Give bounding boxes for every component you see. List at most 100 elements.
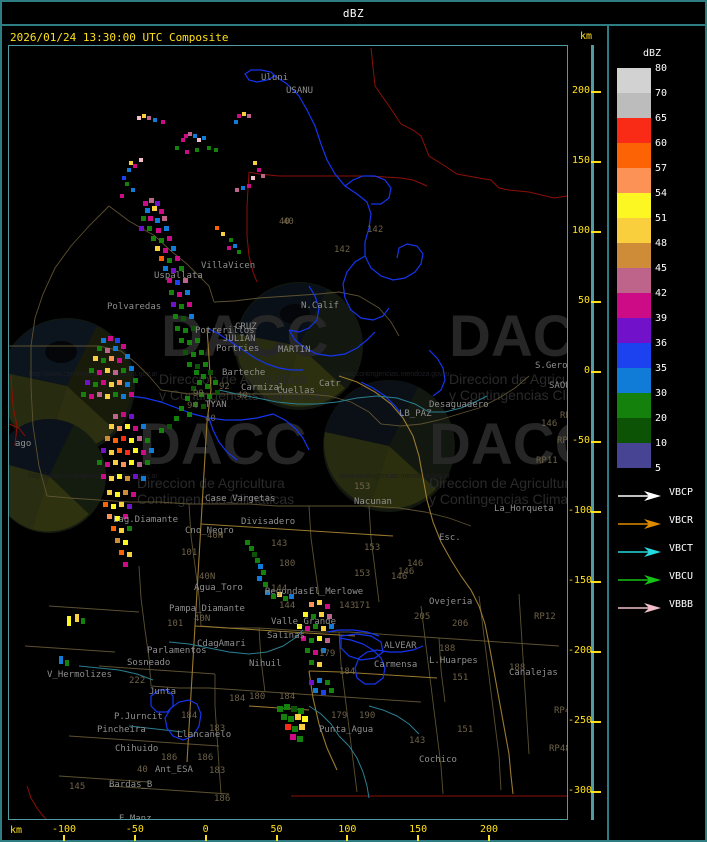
province-border-lines — [9, 47, 567, 819]
city-label: Punta_Agua — [319, 725, 373, 735]
x-axis-tick-label: 150 — [409, 824, 428, 835]
y-axis-tick-mark — [591, 371, 601, 373]
y-axis-tick-mark — [591, 651, 601, 653]
city-label: Uluni — [261, 73, 288, 83]
city-label: JULIAN — [223, 334, 256, 344]
colorbar-label-57: 57 — [655, 163, 668, 174]
colorbar-band-48 — [617, 243, 651, 268]
arrow-icon-VBCR — [618, 519, 661, 529]
colorbar-band-70 — [617, 93, 651, 118]
route-label: 183 — [209, 766, 225, 776]
route-label: 205 — [414, 612, 430, 622]
colorbar-label-36: 36 — [655, 338, 668, 349]
route-label: 143 — [409, 736, 425, 746]
dbz-colorbar[interactable] — [617, 68, 651, 468]
watermark-line2-b: y Contingencias Climaticas — [449, 387, 567, 403]
route-label: 190 — [359, 711, 375, 721]
city-label: N.Calif — [301, 301, 339, 311]
y-axis-tick-mark — [591, 441, 601, 443]
route-label: 153 — [364, 543, 380, 553]
hydrography-lines — [128, 69, 446, 685]
city-label: Portries — [216, 344, 259, 354]
y-axis-tick-mark — [591, 721, 601, 723]
route-label: 179 — [319, 649, 335, 659]
watermark-line2-d: y Contingencias Climaticas — [429, 491, 567, 507]
route-label: 143 — [271, 539, 287, 549]
x-axis-tick-mark — [133, 835, 136, 841]
colorbar-label-20: 20 — [655, 413, 668, 424]
y-axis-tick-label: 200 — [571, 85, 590, 96]
watermark-url-4: www.contingencias.mendoza.gov.ar — [338, 473, 451, 480]
echo-tail-south — [59, 490, 136, 666]
city-label: Chihuido — [115, 744, 158, 754]
arrow-icon-VBCU — [618, 575, 661, 585]
arrow-legend-label: VBCR — [669, 515, 694, 526]
arrow-legend-row-VBCT: VBCT — [613, 540, 705, 568]
route-label: RP48 — [549, 744, 567, 754]
watermark-dacc-3: DACC — [139, 412, 307, 477]
echo-cluster-southeast — [277, 600, 334, 742]
city-label: Junta — [149, 687, 176, 697]
y-axis-tick-label: -200 — [568, 645, 593, 656]
route-label: 153 — [354, 482, 370, 492]
y-axis-tick-50: 50 — [568, 295, 608, 306]
y-axis-tick-200: 200 — [568, 85, 608, 96]
route-label: 146 — [398, 567, 414, 577]
arrow-legend-row-VBCR: VBCR — [613, 512, 705, 540]
y-axis-tick-0: 0 — [568, 365, 608, 376]
colorbar-label-60: 60 — [655, 138, 668, 149]
colorbar-band-51 — [617, 218, 651, 243]
route-label: 40 — [205, 414, 216, 424]
city-label: Cno_Negro — [185, 526, 234, 536]
y-axis-tick-mark — [591, 791, 601, 793]
radar-map-canvas[interactable]: DACC DACC DACC DACC Direccion de Agricul… — [9, 46, 567, 819]
route-label: 144 — [279, 601, 295, 611]
echo-band-central — [139, 198, 208, 369]
colorbar-label-10: 10 — [655, 438, 668, 449]
colorbar-band-39 — [617, 318, 651, 343]
x-axis: km -100 -50 0 50 100 150 200 — [2, 822, 607, 841]
city-label: El_Merlowe — [309, 587, 363, 597]
dacc-text-watermark: DACC DACC DACC DACC Direccion de Agricul… — [29, 304, 567, 507]
window-title: dBZ — [342, 6, 365, 20]
route-label: 183 — [209, 724, 225, 734]
colorbar-band-80 — [617, 68, 651, 93]
colorbar-band-35 — [617, 368, 651, 393]
radar-map[interactable]: DACC DACC DACC DACC Direccion de Agricul… — [8, 45, 568, 820]
route-label: 179 — [331, 711, 347, 721]
city-label: Bardas_B — [109, 780, 152, 790]
arrow-legend-label: VBCU — [669, 571, 694, 582]
x-axis-tick-label: -100 — [51, 824, 77, 835]
city-label: P.Jurncit — [114, 712, 163, 722]
route-label: 40N — [207, 531, 223, 541]
river-lines-cyan — [78, 389, 488, 799]
y-axis-tick--50: -50 — [568, 435, 608, 446]
echo-core-diamante — [97, 412, 154, 481]
colorbar-label-35: 35 — [655, 363, 668, 374]
city-label: Valle_Grande — [271, 617, 336, 627]
route-label: 180 — [279, 559, 295, 569]
arrow-legend: VBCP VBCR VBCT VBCU VBBB — [613, 484, 705, 624]
watermark-url-3: www.contingencias.mendoza.gov.ar — [338, 371, 451, 378]
watermark-url-1: http://www.contingencias.mendoza.gov.ar — [29, 371, 158, 378]
colorbar-band-20 — [617, 418, 651, 443]
route-label: 92 — [219, 382, 230, 392]
city-label: Regondas — [265, 587, 308, 597]
colorbar-band-65 — [617, 118, 651, 143]
echo-cluster-mendoza — [159, 370, 220, 433]
route-label: 151 — [457, 725, 473, 735]
route-label: 146 — [407, 559, 423, 569]
city-label: Parlamentos — [147, 646, 207, 656]
route-label: 142 — [367, 225, 383, 235]
y-axis-tick-mark — [591, 301, 601, 303]
colorbar-label-45: 45 — [655, 263, 668, 274]
city-label: E_Manz — [119, 814, 152, 819]
city-label: Pampa_Diamante — [169, 604, 245, 614]
y-axis-tick-label: 150 — [571, 155, 590, 166]
route-label: 40 — [283, 217, 294, 227]
route-label: 171 — [354, 601, 370, 611]
y-axis-tick-label: -50 — [571, 435, 590, 446]
watermark-dacc-1: DACC — [161, 304, 329, 369]
route-label: 40N — [199, 572, 215, 582]
route-label: 222 — [129, 676, 145, 686]
